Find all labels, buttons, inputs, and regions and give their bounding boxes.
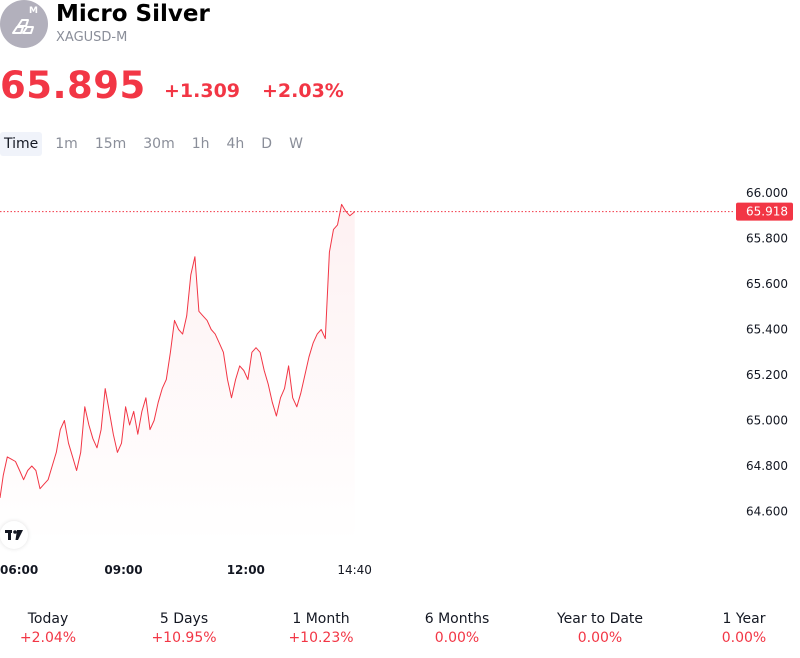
x-tick-label: 14:40 [337,563,372,577]
period-today[interactable]: Today +2.04% [0,610,108,648]
tab-15m[interactable]: 15m [94,136,127,152]
price-change: +1.309 [164,80,241,102]
period-5-days[interactable]: 5 Days +10.95% [124,610,244,648]
y-tick-label: 65.200 [746,368,788,382]
period-value: 0.00% [577,630,623,646]
period-1-year[interactable]: 1 Year 0.00% [684,610,800,648]
x-tick-label: 06:00 [0,563,38,577]
y-tick-label: 64.800 [746,459,788,473]
period-value: 0.00% [721,630,767,646]
performance-periods: Today +2.04% 5 Days +10.95% 1 Month +10.… [0,610,800,650]
tab-w[interactable]: W [289,136,303,152]
price-series-line [0,203,356,498]
period-label: Today [27,611,69,627]
period-label: 6 Months [424,611,490,627]
x-tick-label: 09:00 [104,563,142,577]
period-value: 0.00% [434,630,480,646]
logo-badge: M [29,6,38,16]
tab-30m[interactable]: 30m [143,136,175,152]
timeframe-tabs: Time 1m 15m 30m 1h 4h D W [0,132,316,156]
period-label: 5 Days [159,611,209,627]
price-change-percent: +2.03% [262,80,344,102]
quote: 65.895 +1.309 +2.03% [0,62,800,112]
last-price-label: 65.918 [746,205,788,219]
period-6-months[interactable]: 6 Months 0.00% [397,610,517,648]
period-label: Year to Date [556,611,644,627]
tab-1m[interactable]: 1m [55,136,78,152]
header: M Micro Silver XAGUSD-M [0,0,800,50]
silver-bars-icon: M [0,0,48,48]
tab-1h[interactable]: 1h [191,136,210,152]
tab-4h[interactable]: 4h [226,136,245,152]
y-tick-label: 65.400 [746,323,788,337]
instrument-symbol: XAGUSD-M [56,30,128,45]
instrument-title: Micro Silver [56,1,210,27]
last-price: 65.895 [0,64,146,107]
y-tick-label: 65.000 [746,414,788,428]
last-price-label-bg [736,202,793,221]
price-chart[interactable]: 66.000 65.800 65.600 65.400 65.200 65.000 64.8… [0,170,800,590]
x-tick-label: 12:00 [227,563,265,577]
period-value: +10.95% [151,630,217,646]
y-tick-label: 64.600 [746,505,788,519]
period-label: 1 Month [292,611,350,627]
y-tick-label: 65.600 [746,277,788,291]
period-1-month[interactable]: 1 Month +10.23% [261,610,381,648]
period-year-to-date[interactable]: Year to Date 0.00% [540,610,660,648]
tab-time[interactable]: Time [0,132,43,156]
period-value: +2.04% [19,630,77,646]
price-area-fill [0,204,355,545]
period-value: +10.23% [288,630,354,646]
y-tick-label: 66.000 [746,186,788,200]
y-tick-label: 65.800 [746,232,788,246]
period-label: 1 Year [722,611,766,627]
tab-d[interactable]: D [261,136,273,152]
tradingview-logo-icon[interactable] [0,521,28,549]
